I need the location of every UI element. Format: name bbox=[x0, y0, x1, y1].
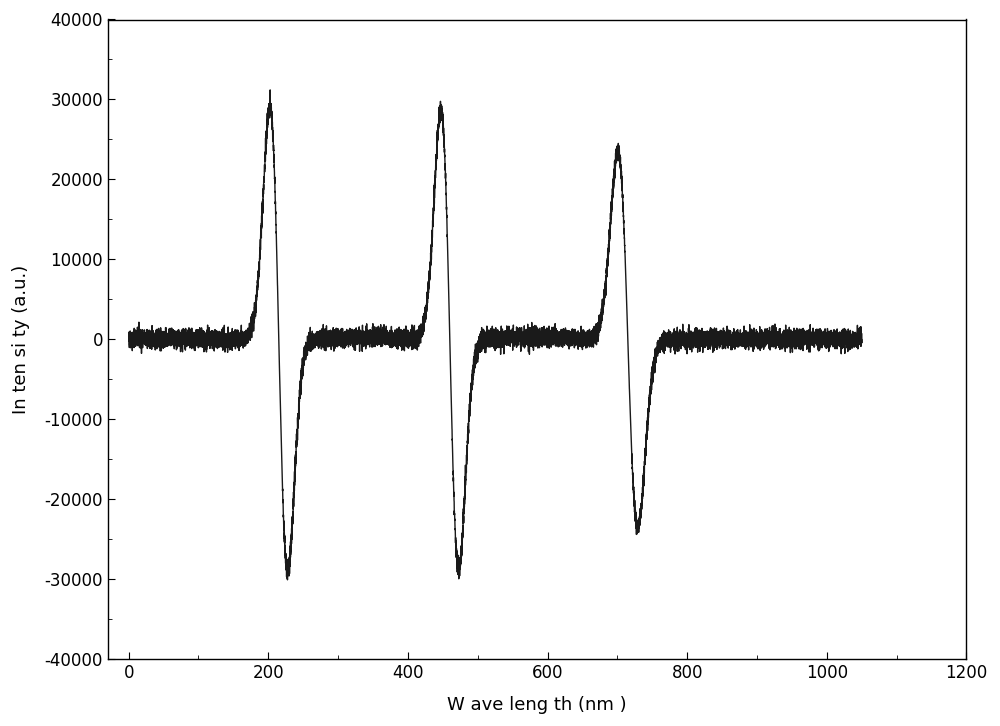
Y-axis label: In ten si ty (a.u.): In ten si ty (a.u.) bbox=[12, 264, 31, 414]
X-axis label: W ave leng th (nm ): W ave leng th (nm ) bbox=[447, 696, 627, 714]
